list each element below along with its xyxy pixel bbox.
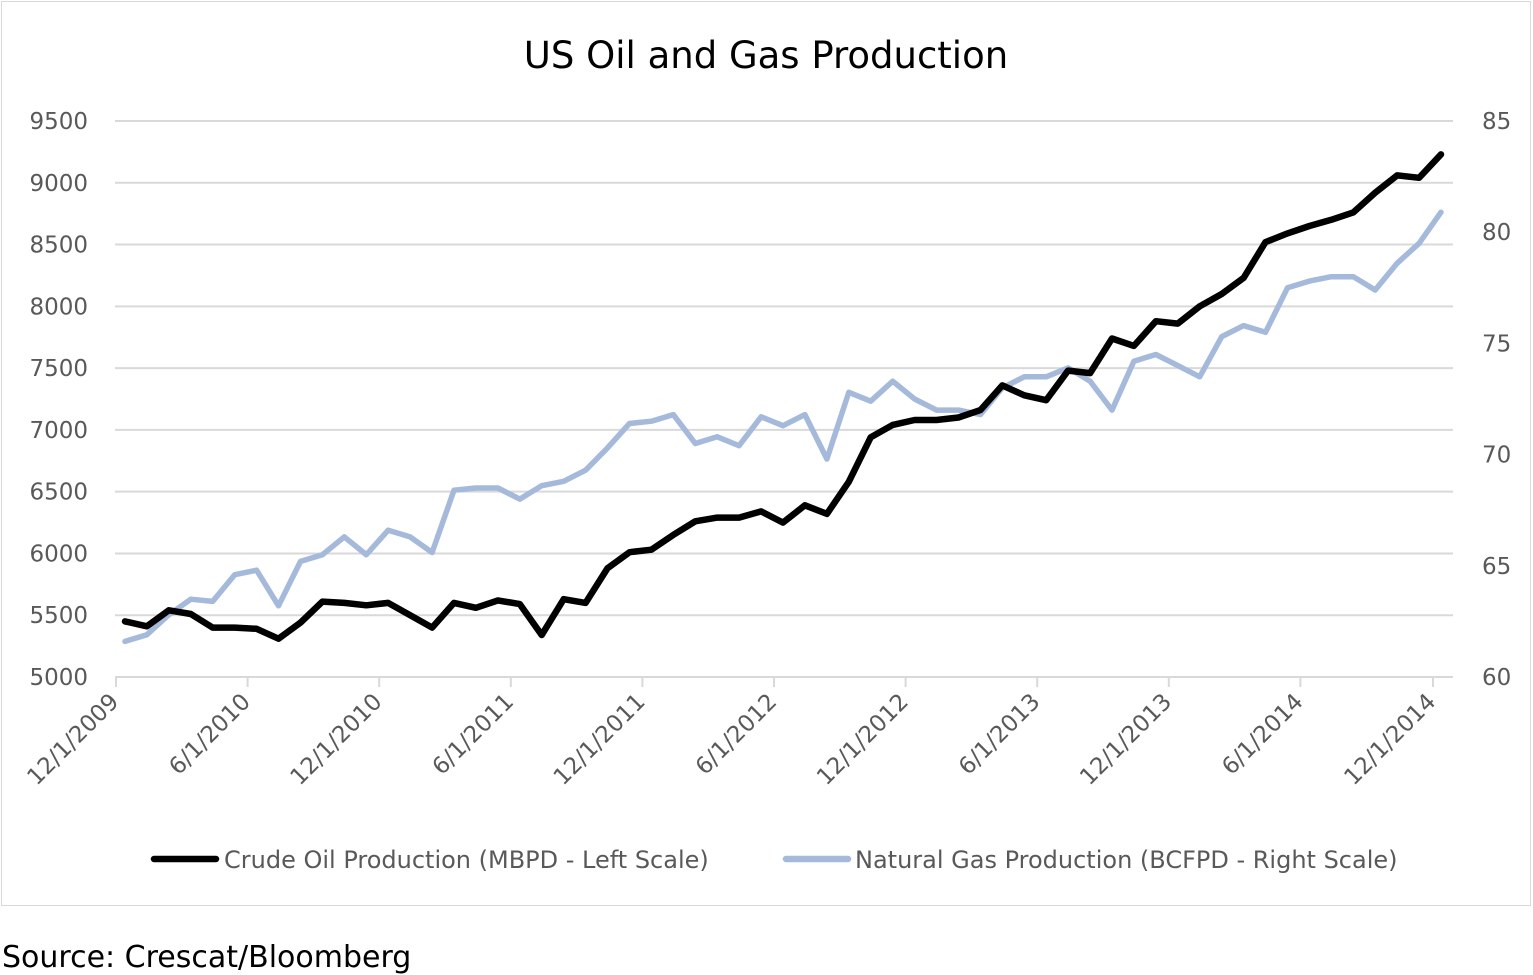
x-tick-label: 6/1/2012 <box>691 689 782 780</box>
x-axis: 12/1/2009 6/1/2010 12/1/2010 6/1/2011 12/1/2… <box>22 676 1453 791</box>
left-tick-label: 8000 <box>29 294 88 320</box>
gridlines <box>115 120 1453 678</box>
chart-title: US Oil and Gas Production <box>524 34 1008 77</box>
x-tick-label: 6/1/2013 <box>954 689 1045 780</box>
x-tick-label: 12/1/2013 <box>1075 689 1177 791</box>
x-tick-label: 12/1/2009 <box>22 689 124 791</box>
x-tick-label: 6/1/2014 <box>1217 689 1308 780</box>
right-tick-label: 65 <box>1482 554 1511 580</box>
x-tick-label: 12/1/2010 <box>286 689 388 791</box>
left-tick-label: 6500 <box>29 480 88 506</box>
right-tick-label: 80 <box>1482 220 1511 246</box>
x-tick-label: 12/1/2014 <box>1339 689 1441 791</box>
left-tick-label: 9000 <box>29 171 88 197</box>
legend-label-natural-gas: Natural Gas Production (BCFPD - Right Sc… <box>855 846 1398 874</box>
legend-label-crude-oil: Crude Oil Production (MBPD - Left Scale) <box>224 846 709 874</box>
left-tick-label: 5500 <box>29 603 88 629</box>
series-line-crude-oil <box>121 151 1445 642</box>
source-note: Source: Crescat/Bloomberg <box>2 940 412 975</box>
right-tick-label: 85 <box>1482 109 1511 135</box>
right-tick-label: 70 <box>1482 443 1511 469</box>
left-tick-label: 6000 <box>29 541 88 567</box>
left-tick-label: 7500 <box>29 356 88 382</box>
chart-frame <box>1 1 1531 906</box>
x-tick-label: 6/1/2011 <box>428 689 519 780</box>
left-tick-label: 8500 <box>29 233 88 259</box>
left-axis-ticks: 5000 5500 6000 6500 7000 7500 8000 8500 9000 9500 <box>29 109 88 691</box>
right-axis-ticks: 60 65 70 75 80 85 <box>1482 109 1511 691</box>
x-tick-label: 12/1/2012 <box>812 689 914 791</box>
x-tick-label: 6/1/2010 <box>164 689 255 780</box>
right-tick-label: 75 <box>1482 331 1511 357</box>
series-layer <box>121 151 1445 645</box>
x-tick-label: 12/1/2011 <box>549 689 651 791</box>
left-tick-label: 5000 <box>29 665 88 691</box>
left-tick-label: 7000 <box>29 418 88 444</box>
legend: Crude Oil Production (MBPD - Left Scale)… <box>150 846 1398 874</box>
left-tick-label: 9500 <box>29 109 88 135</box>
series-line-natural-gas <box>122 209 1444 645</box>
right-tick-label: 60 <box>1482 665 1511 691</box>
